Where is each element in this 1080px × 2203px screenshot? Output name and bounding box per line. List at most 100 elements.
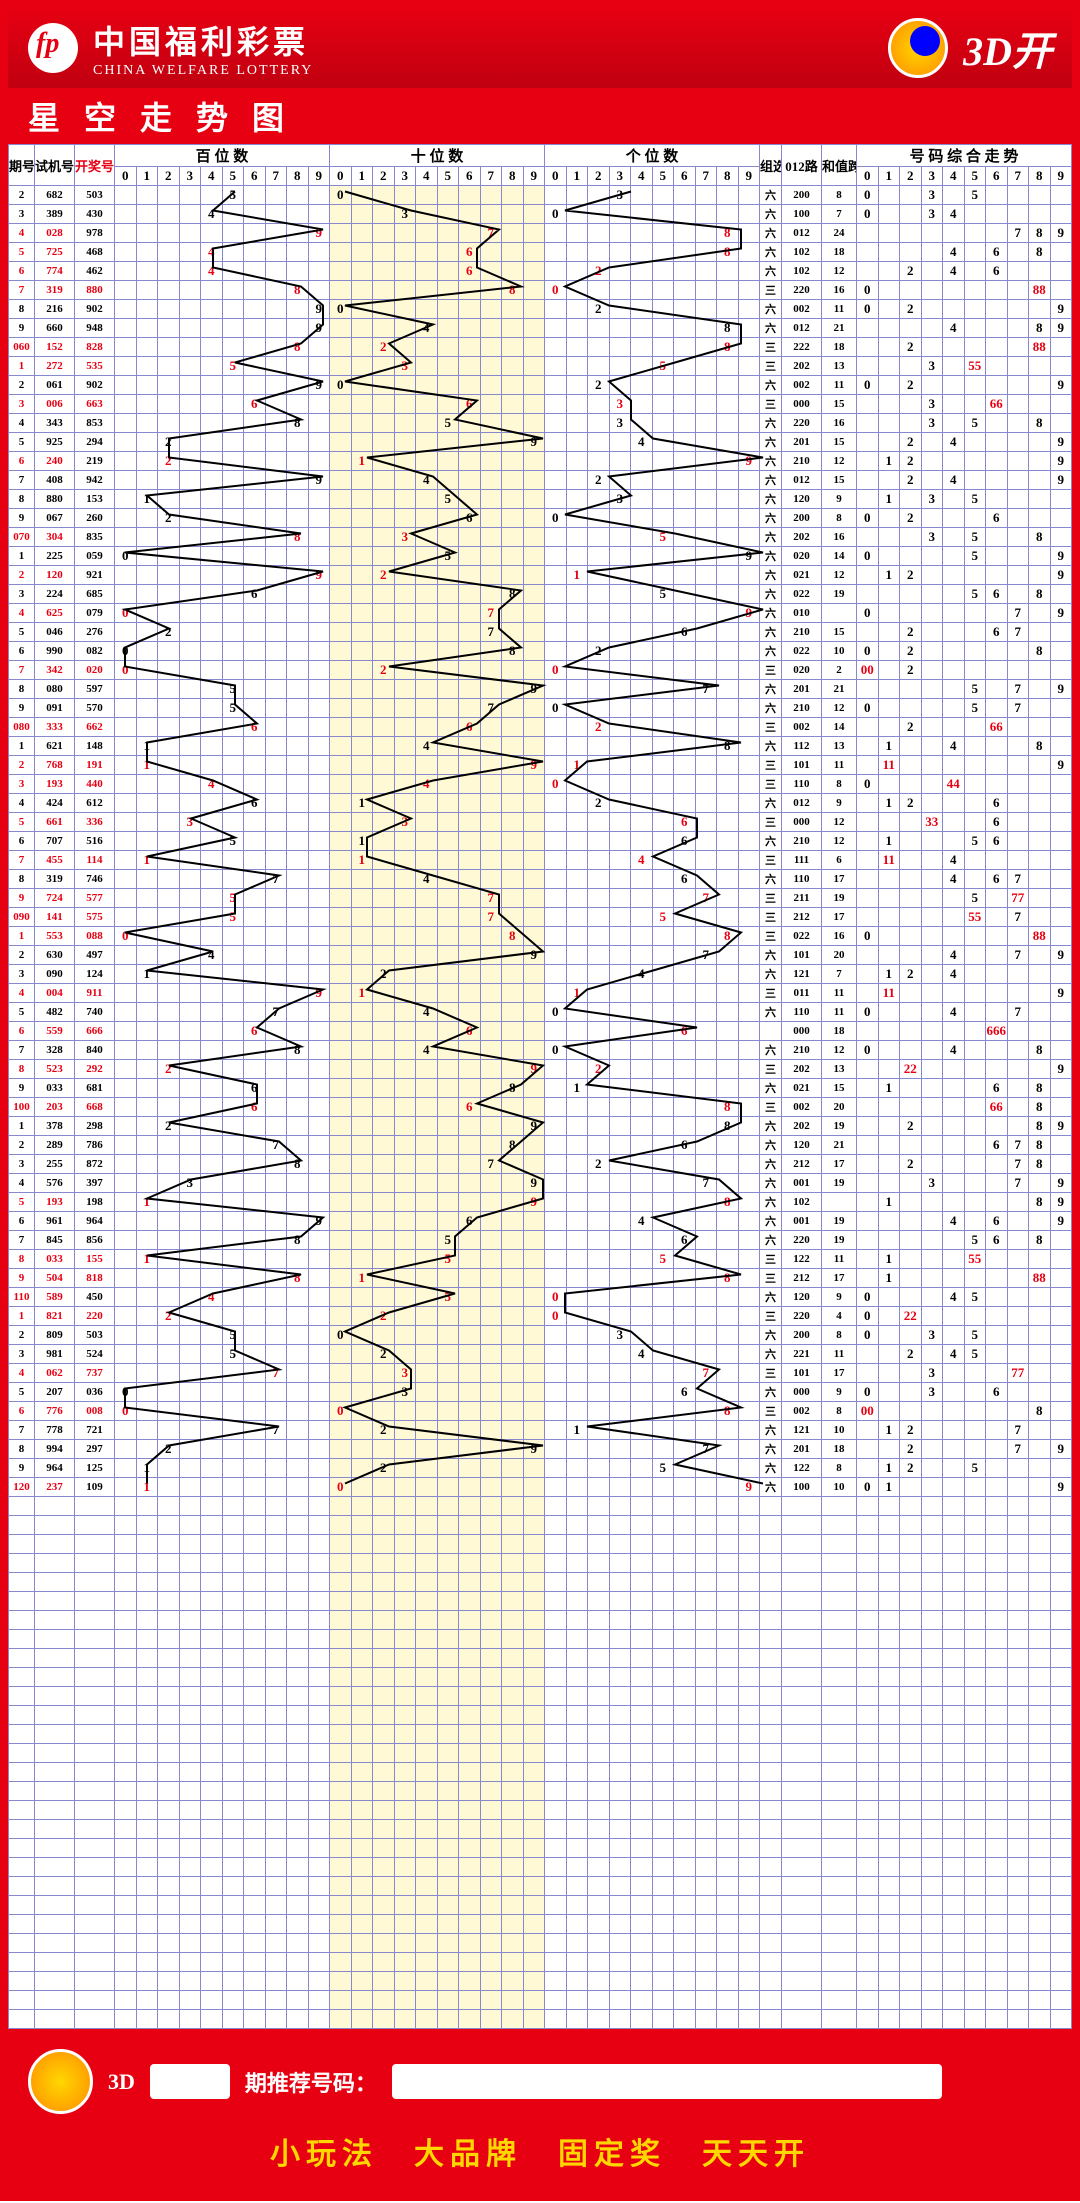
cell-digit [566, 186, 588, 205]
cell-digit: 0 [115, 1402, 137, 1421]
cell-trend [1029, 395, 1051, 414]
cell-trend [1029, 1364, 1051, 1383]
cell-digit: 6 [674, 1383, 696, 1402]
cell-trend [900, 243, 922, 262]
cell-digit [674, 490, 696, 509]
cell-digit [695, 585, 717, 604]
cell-digit [416, 566, 438, 585]
cell-digit [136, 319, 158, 338]
cell-digit [545, 832, 567, 851]
cell-trend [900, 680, 922, 699]
cell-digit [265, 832, 287, 851]
cell-digit [330, 794, 352, 813]
cell-trend [986, 1003, 1008, 1022]
cell-digit [158, 908, 180, 927]
cell-digit [695, 927, 717, 946]
cell-digit [373, 1003, 395, 1022]
cell-digit [158, 243, 180, 262]
cell-digit [158, 927, 180, 946]
cell-trend [1007, 813, 1029, 832]
cell-digit [695, 1079, 717, 1098]
cell-digit [502, 775, 524, 794]
cell-sum: 19 [822, 1174, 857, 1193]
cell-test: 193 [35, 1193, 75, 1212]
cell-digit [437, 1060, 459, 1079]
cell-trend [986, 357, 1008, 376]
cell-trend [964, 661, 986, 680]
cell-digit [158, 832, 180, 851]
cell-test: 319 [35, 281, 75, 300]
cell-digit [351, 718, 373, 737]
cell-trend [900, 984, 922, 1003]
cell-digit [158, 1478, 180, 1497]
cell-digit [566, 718, 588, 737]
cell-trend [921, 1155, 943, 1174]
cell-digit [158, 737, 180, 756]
cell-digit [717, 1345, 739, 1364]
cell-digit [308, 1440, 330, 1459]
cell-trend: 22 [900, 1307, 922, 1326]
cell-digit [330, 224, 352, 243]
cell-trend [900, 319, 922, 338]
cell-digit [136, 718, 158, 737]
cell-digit [738, 1212, 760, 1231]
cell-digit [308, 1231, 330, 1250]
cell-digit [631, 1041, 653, 1060]
cell-trend [964, 1174, 986, 1193]
cell-trend: 3 [921, 1364, 943, 1383]
cell-digit [652, 832, 674, 851]
cell-digit [480, 262, 502, 281]
cell-trend [1050, 927, 1072, 946]
cell-digit [566, 1250, 588, 1269]
data-row: 3389430430六1007034 [9, 205, 1072, 224]
cell-digit [308, 528, 330, 547]
cell-trend [857, 680, 879, 699]
cell-digit [738, 1098, 760, 1117]
cell-trend [1007, 262, 1029, 281]
cell-digit [652, 775, 674, 794]
cell-trend: 1 [878, 1193, 900, 1212]
cell-trend [1007, 794, 1029, 813]
cell-digit [523, 224, 545, 243]
cell-digit [115, 1345, 137, 1364]
cell-digit [545, 528, 567, 547]
cell-period: 9 [9, 509, 35, 528]
cell-trend [943, 889, 965, 908]
cell-digit [330, 243, 352, 262]
cell-test: 821 [35, 1307, 75, 1326]
cell-test: 621 [35, 737, 75, 756]
cell-digit [459, 832, 481, 851]
cell-digit [244, 186, 266, 205]
cell-digit [459, 1060, 481, 1079]
cell-digit: 0 [330, 1326, 352, 1345]
cell-digit [480, 357, 502, 376]
cell-period: 6 [9, 832, 35, 851]
cell-trend [1029, 1459, 1051, 1478]
cell-trend [857, 395, 879, 414]
cell-digit [566, 224, 588, 243]
cell-digit [652, 224, 674, 243]
cell-digit [738, 908, 760, 927]
cell-test: 004 [35, 984, 75, 1003]
cell-digit [201, 433, 223, 452]
cell-digit [631, 946, 653, 965]
cell-digit [738, 718, 760, 737]
cell-digit [308, 547, 330, 566]
cell-digit [545, 300, 567, 319]
cell-digit [330, 585, 352, 604]
cell-trend [986, 1364, 1008, 1383]
cell-period: 1 [9, 357, 35, 376]
cell-digit [437, 1269, 459, 1288]
cell-digit [652, 1003, 674, 1022]
cell-draw: 125 [75, 1459, 115, 1478]
cell-digit [373, 471, 395, 490]
cell-digit [287, 1003, 309, 1022]
cell-digit [287, 300, 309, 319]
cell-digit [588, 1402, 610, 1421]
cell-sum: 7 [822, 965, 857, 984]
cell-digit [674, 946, 696, 965]
cell-digit [308, 1307, 330, 1326]
cell-digit: 1 [566, 756, 588, 775]
cell-period: 9 [9, 1459, 35, 1478]
cell-digit [179, 414, 201, 433]
